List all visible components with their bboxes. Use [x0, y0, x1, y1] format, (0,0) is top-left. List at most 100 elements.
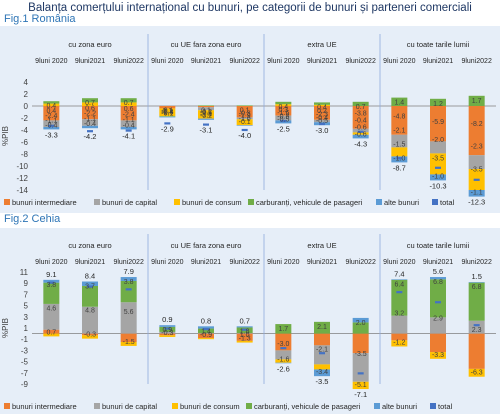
- bar-segment-alte-bunuri: [275, 362, 292, 364]
- y-tick-label: -1: [21, 335, 29, 344]
- segment-label: -0.4: [355, 118, 367, 125]
- segment-label: 1.0: [240, 332, 250, 339]
- segment-label: 1.7: [472, 98, 482, 105]
- segment-label: -5.9: [432, 119, 444, 126]
- bar-segment-bunuri-de-consum: [468, 368, 485, 377]
- bar-segment-bunuri-intermediare: [82, 333, 98, 336]
- bar-segment-bunuri-de-capital: [198, 107, 214, 111]
- figure-label-romania: Fig.1 România: [4, 13, 76, 25]
- bar-segment-bunuri-de-capital: [352, 128, 369, 133]
- segment-label: -2.3: [316, 111, 328, 118]
- segment-label: 0.7: [46, 329, 56, 336]
- bar-segment-bunuri-de-consum: [198, 338, 214, 340]
- period-label: 9luni2022: [229, 58, 259, 65]
- segment-label: 5.6: [124, 309, 134, 316]
- segment-label: 6.4: [394, 281, 404, 288]
- bar-segment-bunuri-de-capital: [314, 119, 330, 123]
- total-label: 8.4: [85, 272, 95, 281]
- segment-label: 2.9: [433, 315, 443, 322]
- bar-segment-carburanti: [82, 286, 98, 307]
- legend-label: bunuri de consum: [180, 402, 240, 411]
- bar-segment-bunuri-de-consum: [43, 103, 60, 106]
- y-tick-label: -14: [16, 186, 28, 195]
- y-tick-label: 0: [24, 102, 29, 111]
- segment-label: 2.0: [356, 320, 366, 327]
- segment-label: -2.3: [471, 144, 483, 151]
- segment-label: 0.1: [201, 107, 211, 114]
- bar-segment-bunuri-intermediare: [120, 333, 137, 342]
- period-label: 9luni 2020: [35, 58, 67, 65]
- segment-label: -2.1: [316, 347, 328, 354]
- bar-segment-bunuri-de-capital: [120, 302, 137, 334]
- y-tick-label: 11: [20, 268, 29, 277]
- segment-label: 0.1: [162, 108, 172, 115]
- segment-label: -1.1: [84, 116, 96, 123]
- total-label: -4.2: [84, 132, 97, 141]
- bar-segment-bunuri-intermediare: [159, 106, 176, 109]
- bar-segment-carburanti: [275, 101, 292, 105]
- bar-segment-alte-bunuri: [198, 326, 214, 329]
- total-label: -10.3: [429, 181, 446, 190]
- segment-label: 0.4: [46, 108, 56, 115]
- segment-label: -3.3: [432, 352, 444, 359]
- total-label: -2.6: [277, 364, 290, 373]
- period-label: 9luni2021: [75, 58, 105, 65]
- bar-segment-alte-bunuri: [82, 281, 98, 286]
- y-tick-label: 1: [24, 324, 29, 333]
- segment-label: -0.2: [200, 113, 212, 120]
- bar-segment-bunuri-de-capital: [120, 120, 137, 127]
- segment-label: 1.7: [278, 326, 288, 333]
- y-tick-label: -4: [21, 126, 29, 135]
- segment-label: 2.3: [472, 327, 482, 334]
- bar-segment-bunuri-intermediare: [468, 333, 485, 369]
- segment-label: -0.4: [45, 122, 57, 129]
- page-title: Balanța comerțului internațional cu bunu…: [28, 2, 472, 14]
- period-label: 9luni2021: [191, 259, 221, 266]
- segment-label: -0.9: [200, 332, 212, 339]
- segment-label: -0.3: [239, 110, 251, 117]
- bar-segment-alte-bunuri: [198, 118, 214, 120]
- segment-label: -0.5: [277, 116, 289, 123]
- period-label: 9luni2022: [345, 259, 375, 266]
- segment-label: 1.8: [240, 328, 250, 335]
- bar-segment-alte-bunuri: [159, 116, 176, 118]
- bar-segment-bunuri-intermediare: [430, 106, 446, 142]
- segment-label: -0.8: [277, 113, 289, 120]
- legend-swatch-bunuri-intermediare: [4, 403, 10, 409]
- legend-swatch-alte-bunuri: [374, 403, 380, 409]
- bar-segment-bunuri-de-consum: [120, 102, 137, 106]
- legend-swatch-total: [432, 199, 438, 205]
- segment-label: -3.0: [277, 341, 289, 348]
- y-tick-label: 4: [24, 78, 29, 87]
- period-label: 9luni2022: [461, 58, 491, 65]
- period-label: 9luni2022: [461, 259, 491, 266]
- bar-segment-bunuri-intermediare: [468, 106, 485, 156]
- y-tick-label: -10: [16, 162, 28, 171]
- group-label: cu zona euro: [68, 40, 111, 49]
- segment-label: 1.2: [433, 101, 443, 108]
- bar-segment-bunuri-intermediare: [236, 333, 253, 341]
- y-axis-label: %PIB: [1, 126, 10, 146]
- legend-label: bunuri de capital: [102, 402, 157, 411]
- bar-segment-bunuri-intermediare: [314, 106, 330, 120]
- segment-label: -5.1: [355, 382, 367, 389]
- y-tick-label: -7: [21, 369, 29, 378]
- segment-label: -1.1: [471, 190, 483, 197]
- bar-segment-bunuri-de-consum: [159, 108, 176, 117]
- segment-label: -1.4: [200, 111, 212, 118]
- legend-swatch-bunuri-de-capital: [94, 199, 100, 205]
- group-label: extra UE: [307, 40, 336, 49]
- bar-segment-carburanti: [43, 282, 60, 304]
- segment-label: 0.4: [278, 104, 288, 111]
- legend-label: carburanți, vehicule de pasageri: [254, 402, 361, 411]
- segment-label: -1.5: [393, 141, 405, 148]
- bar-segment-bunuri-intermediare: [198, 106, 214, 108]
- segment-label: -1.9: [239, 113, 251, 120]
- segment-label: -2.4: [45, 113, 57, 120]
- segment-label: -8.2: [471, 121, 483, 128]
- bar-segment-bunuri-de-consum: [236, 340, 253, 343]
- bar-segment-bunuri-de-consum: [391, 340, 408, 347]
- period-label: 9luni2022: [113, 58, 143, 65]
- total-label: -3.0: [316, 126, 329, 135]
- segment-label: -1.1: [45, 118, 57, 125]
